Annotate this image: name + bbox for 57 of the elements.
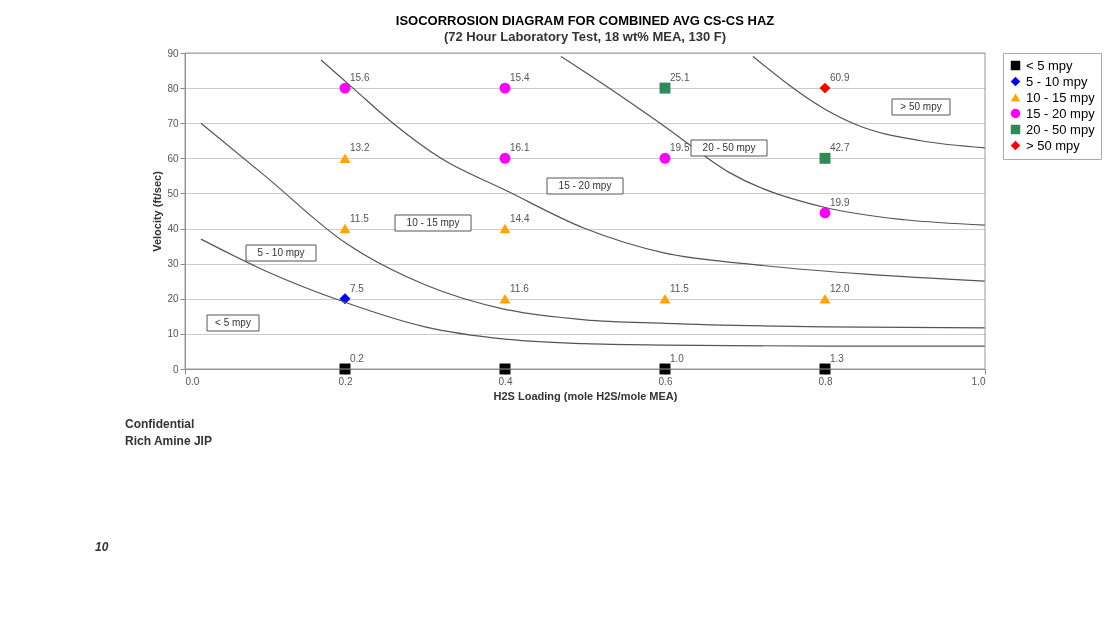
annotation: 12.0 [830, 282, 850, 294]
legend-label: 5 - 10 mpy [1026, 73, 1088, 89]
annotation: 11.5 [670, 282, 690, 294]
annotation: > 50 mpy [900, 101, 942, 112]
x-tick-label: 1.0 [971, 375, 986, 387]
legend-label: < 5 mpy [1026, 57, 1074, 73]
y-axis-title: Velocity (ft/sec) [151, 170, 164, 252]
x-tick-label: 0.2 [338, 375, 353, 387]
annotation: 20 - 50 mpy [702, 142, 756, 153]
line-series [200, 238, 986, 347]
annotation: < 5 mpy [215, 317, 251, 328]
y-tick-label: 80 [167, 82, 179, 94]
annotation: 25.1 [670, 72, 690, 84]
annotation: 7.5 [350, 282, 365, 294]
annotation: 1.0 [670, 353, 685, 364]
y-tick-label: 70 [167, 117, 179, 129]
x-tick-label: 0.8 [818, 375, 833, 387]
y-tick-label: 10 [167, 328, 179, 340]
annotation: 16.1 [510, 142, 530, 154]
x-tick-label: 0.4 [498, 375, 513, 387]
y-tick-label: 20 [167, 293, 179, 305]
legend-label: > 50 mpy [1026, 137, 1081, 153]
legend-label: 20 - 50 mpy [1026, 121, 1096, 137]
x-tick-label: 0.0 [185, 375, 200, 387]
annotation: 60.9 [830, 72, 850, 84]
x-tick-label: 0.6 [658, 375, 673, 387]
text: Rich Amine JIP [125, 434, 212, 448]
annotation: 15.4 [510, 72, 530, 84]
annotation: 11.5 [350, 212, 370, 224]
annotation: 13.2 [350, 142, 370, 154]
annotation: 15 - 20 mpy [558, 180, 612, 191]
y-tick-label: 50 [167, 187, 179, 199]
annotation: 42.7 [830, 142, 850, 154]
annotation: 11.6 [510, 282, 530, 294]
line-series [560, 55, 986, 226]
annotation: 19.9 [830, 196, 850, 208]
y-tick-label: 30 [167, 258, 179, 270]
y-tick-label: 60 [167, 152, 179, 164]
y-tick-label: 40 [167, 223, 179, 235]
annotation: 5 - 10 mpy [257, 247, 305, 258]
annotation: 0.2 [350, 353, 365, 364]
annotation: 14.4 [510, 212, 530, 224]
annotation: 19.5 [670, 142, 690, 154]
x-axis-title: H2S Loading (mole H2S/mole MEA) [493, 389, 678, 402]
annotation: 15.6 [350, 72, 370, 84]
text: 10 [95, 540, 109, 554]
text: Confidential [125, 417, 195, 431]
legend-label: 15 - 20 mpy [1026, 105, 1096, 121]
annotation: 1.3 [830, 353, 845, 364]
y-tick-label: 90 [167, 47, 179, 59]
legend-label: 10 - 15 mpy [1026, 89, 1096, 105]
annotation: 10 - 15 mpy [406, 217, 460, 228]
line-series [200, 122, 986, 329]
y-tick-label: 0 [172, 363, 179, 375]
chart-subtitle: (72 Hour Laboratory Test, 18 wt% MEA, 130 F) [443, 29, 727, 44]
chart-title: ISOCORROSION DIAGRAM FOR COMBINED AVG CS-CS HAZ [395, 13, 775, 28]
line-series [320, 59, 986, 282]
